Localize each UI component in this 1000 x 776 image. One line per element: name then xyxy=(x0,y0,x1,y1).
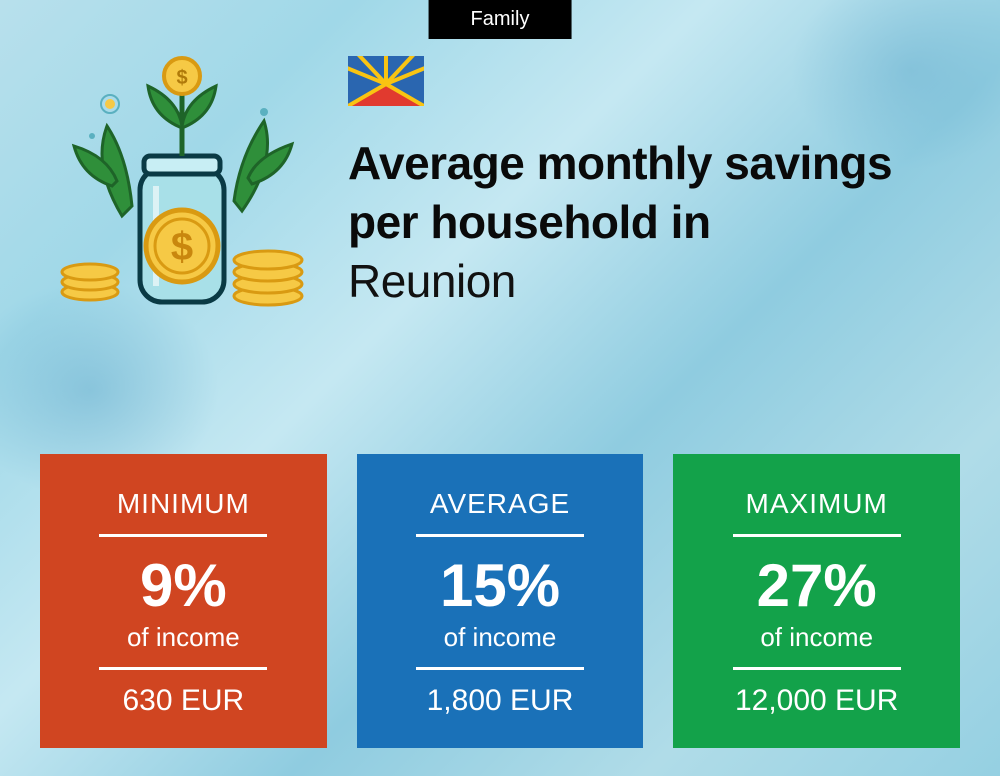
divider xyxy=(99,534,267,537)
card-percent: 27% xyxy=(693,551,940,620)
savings-jar-illustration: $ $ xyxy=(52,56,312,316)
svg-text:$: $ xyxy=(176,67,187,89)
card-amount: 630 EUR xyxy=(60,684,307,718)
card-label: MINIMUM xyxy=(60,488,307,520)
stat-card-maximum: MAXIMUM 27% of income 12,000 EUR xyxy=(673,454,960,748)
card-label: MAXIMUM xyxy=(693,488,940,520)
sparkle-icon xyxy=(89,133,95,139)
coin-stack-left-icon xyxy=(62,264,118,300)
card-of-income: of income xyxy=(377,622,624,653)
card-label: AVERAGE xyxy=(377,488,624,520)
divider xyxy=(733,667,901,670)
card-of-income: of income xyxy=(60,622,307,653)
title-block: Average monthly savings per household in… xyxy=(348,56,960,311)
card-amount: 1,800 EUR xyxy=(377,684,624,718)
jar-coin-icon: $ xyxy=(146,210,218,282)
sparkle-icon xyxy=(260,108,268,116)
stat-card-average: AVERAGE 15% of income 1,800 EUR xyxy=(357,454,644,748)
page-title: Average monthly savings per household in… xyxy=(348,134,960,311)
card-percent: 15% xyxy=(377,551,624,620)
coin-stack-right-icon xyxy=(234,251,302,305)
title-region: Reunion xyxy=(348,255,516,307)
stat-cards: MINIMUM 9% of income 630 EUR AVERAGE 15%… xyxy=(40,454,960,748)
card-amount: 12,000 EUR xyxy=(693,684,940,718)
reunion-flag-icon xyxy=(348,56,424,106)
stat-card-minimum: MINIMUM 9% of income 630 EUR xyxy=(40,454,327,748)
title-text: Average monthly savings per household in xyxy=(348,137,892,248)
sparkle-icon xyxy=(105,99,115,109)
category-badge: Family xyxy=(429,0,572,39)
header: $ $ xyxy=(52,56,960,316)
divider xyxy=(416,534,584,537)
svg-text:$: $ xyxy=(171,225,193,269)
divider xyxy=(99,667,267,670)
card-percent: 9% xyxy=(60,551,307,620)
divider xyxy=(733,534,901,537)
top-coin-icon: $ xyxy=(164,58,200,94)
card-of-income: of income xyxy=(693,622,940,653)
divider xyxy=(416,667,584,670)
